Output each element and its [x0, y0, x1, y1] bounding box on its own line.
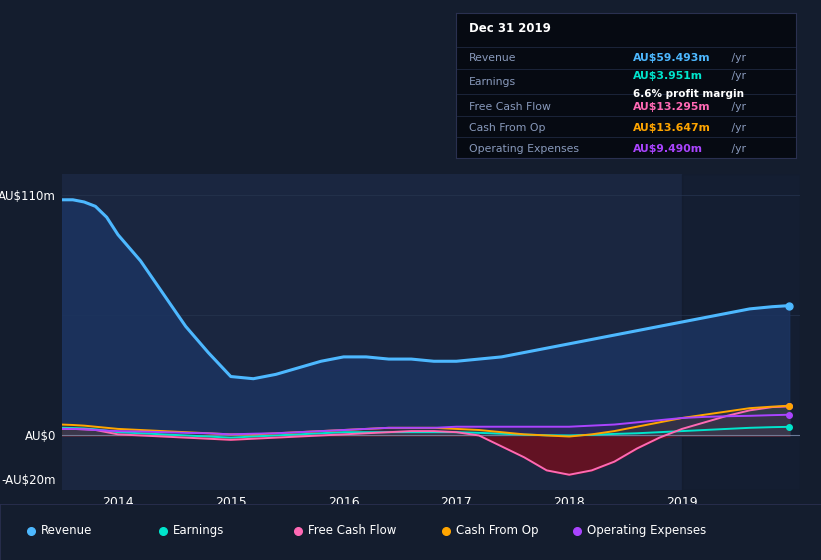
Text: Operating Expenses: Operating Expenses	[470, 143, 580, 153]
Text: Free Cash Flow: Free Cash Flow	[308, 524, 397, 538]
Text: /yr: /yr	[728, 53, 746, 63]
Text: AU$13.295m: AU$13.295m	[633, 101, 710, 111]
Text: Cash From Op: Cash From Op	[456, 524, 538, 538]
Text: Operating Expenses: Operating Expenses	[587, 524, 706, 538]
Text: AU$59.493m: AU$59.493m	[633, 53, 710, 63]
Bar	[682, 174, 800, 490]
Text: 6.6% profit margin: 6.6% profit margin	[633, 88, 744, 99]
Text: /yr: /yr	[728, 101, 746, 111]
Text: /yr: /yr	[728, 71, 746, 81]
Text: Earnings: Earnings	[172, 524, 224, 538]
Text: Revenue: Revenue	[41, 524, 93, 538]
Text: AU$9.490m: AU$9.490m	[633, 143, 703, 153]
Text: AU$13.647m: AU$13.647m	[633, 123, 711, 133]
Text: /yr: /yr	[728, 123, 746, 133]
Text: Free Cash Flow: Free Cash Flow	[470, 101, 551, 111]
Text: Cash From Op: Cash From Op	[470, 123, 546, 133]
Text: Revenue: Revenue	[470, 53, 516, 63]
Text: Earnings: Earnings	[470, 77, 516, 87]
Text: Dec 31 2019: Dec 31 2019	[470, 22, 551, 35]
Text: /yr: /yr	[728, 143, 746, 153]
Text: AU$3.951m: AU$3.951m	[633, 71, 703, 81]
